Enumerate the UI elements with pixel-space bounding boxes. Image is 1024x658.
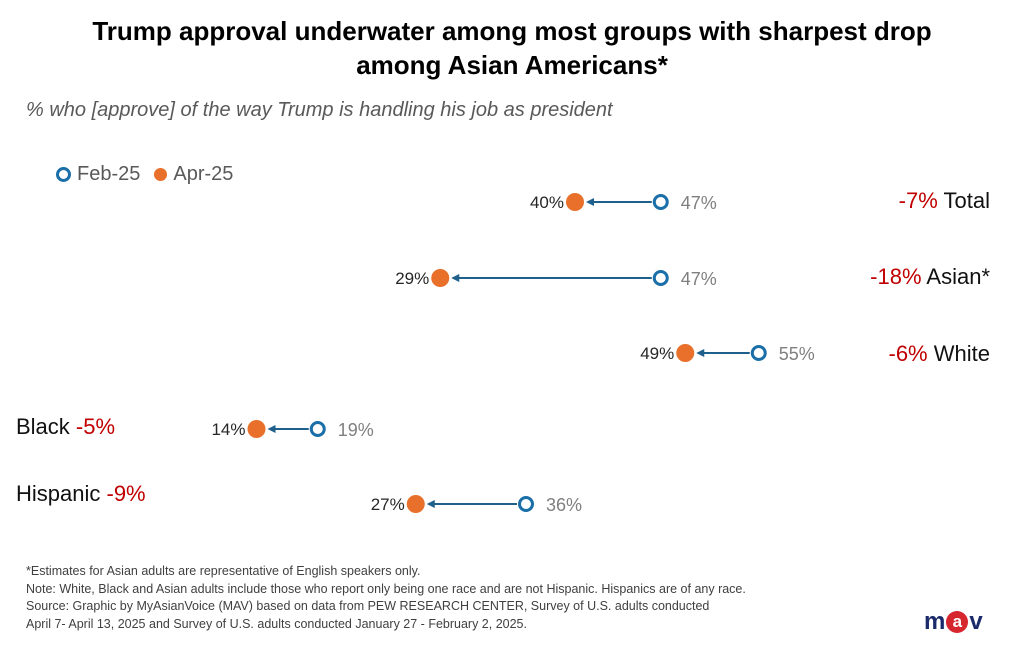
feb-point (309, 421, 326, 437)
feb-value-label: 55% (779, 344, 815, 364)
group-label: -7% Total (899, 188, 990, 213)
chart-title: Trump approval underwater among most gro… (0, 14, 1024, 82)
feb-point (518, 496, 534, 512)
feb-value-label: 47% (681, 269, 717, 289)
chart-title-line1: Trump approval underwater among most gro… (92, 16, 932, 46)
chart-title-line2: among Asian Americans* (356, 50, 668, 80)
feb-value-label: 19% (338, 420, 374, 440)
apr-value-label: 40% (530, 193, 564, 212)
feb-point (652, 270, 669, 286)
apr-point (431, 269, 450, 287)
apr-value-label: 49% (640, 344, 674, 363)
group-name: Hispanic (16, 481, 100, 506)
apr-value-label: 14% (211, 420, 245, 439)
chart-subtitle: % who [approve] of the way Trump is hand… (26, 99, 613, 121)
row-total: 47% 40% -7% Total (530, 188, 990, 213)
group-name: Black (16, 414, 71, 439)
group-label: Hispanic -9% (16, 481, 146, 506)
group-label: -18% Asian* (870, 264, 990, 289)
feb-value-label: 36% (546, 495, 582, 515)
chart-rows: 47% 40% -7% Total 47% 29% -18% Asian* 55% 49% -6… (16, 188, 990, 515)
footnote-line3: Source: Graphic by MyAsianVoice (MAV) ba… (26, 599, 710, 613)
group-name: Total (944, 188, 990, 213)
feb-value-label: 47% (681, 193, 717, 213)
apr-point (406, 495, 425, 513)
group-label: Black -5% (16, 414, 115, 439)
legend-filled-circle-icon (154, 168, 168, 181)
apr-value-label: 27% (371, 495, 405, 514)
legend-open-circle-icon (56, 167, 71, 182)
legend-label-apr: Apr-25 (173, 163, 234, 185)
row-hispanic: 36% 27% Hispanic -9% (16, 481, 582, 515)
legend-label-feb: Feb-25 (77, 163, 141, 185)
group-name: Asian* (926, 264, 990, 289)
legend-item-apr: Apr-25 (154, 163, 233, 186)
legend: Feb-25 Apr-25 (56, 163, 247, 186)
apr-point (247, 420, 266, 438)
apr-point (566, 193, 584, 211)
footnotes: *Estimates for Asian adults are represen… (26, 563, 746, 633)
footnote-line1: *Estimates for Asian adults are represen… (26, 564, 421, 578)
change-value: -7% (899, 188, 938, 213)
footnote-line4: April 7- April 13, 2025 and Survey of U.… (26, 616, 527, 631)
row-asian: 47% 29% -18% Asian* (395, 264, 990, 289)
group-label: -6% White (889, 341, 991, 366)
apr-value-label: 29% (395, 269, 429, 288)
group-name: White (934, 341, 990, 366)
change-value: -9% (107, 481, 146, 506)
footnote-line2: Note: White, Black and Asian adults incl… (26, 581, 746, 596)
change-value: -5% (76, 414, 115, 439)
legend-item-feb: Feb-25 (56, 163, 140, 186)
apr-point (676, 344, 695, 362)
row-black: 19% 14% Black -5% (16, 414, 374, 440)
feb-point (652, 194, 669, 210)
feb-point (750, 345, 767, 361)
change-value: -18% (870, 264, 921, 289)
change-value: -6% (889, 341, 928, 366)
row-white: 55% 49% -6% White (640, 341, 990, 366)
